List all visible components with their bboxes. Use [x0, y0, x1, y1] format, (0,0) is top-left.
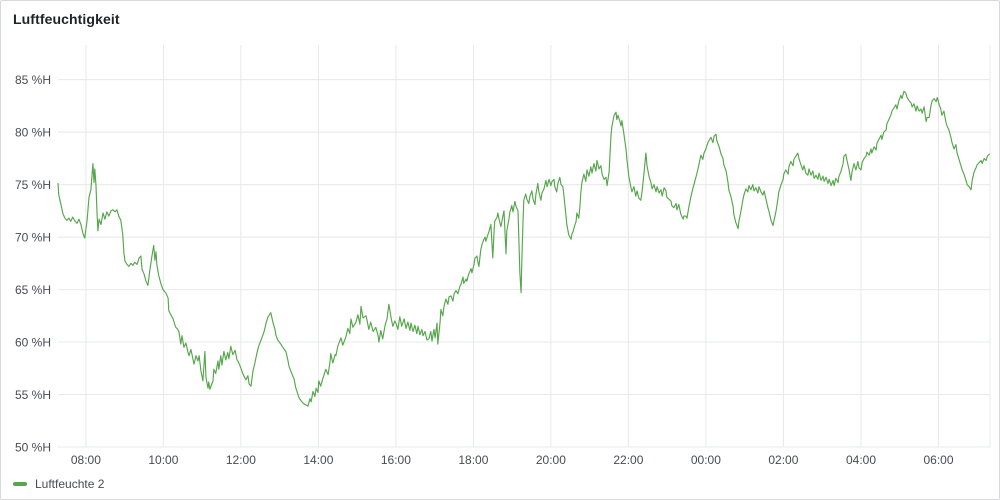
x-tick-label: 18:00 [458, 453, 488, 467]
x-tick-label: 20:00 [536, 453, 566, 467]
x-tick-label: 02:00 [768, 453, 798, 467]
y-tick-label: 65 %H [15, 283, 51, 297]
x-tick-label: 10:00 [148, 453, 178, 467]
x-tick-label: 00:00 [691, 453, 721, 467]
x-tick-label: 04:00 [846, 453, 876, 467]
y-tick-label: 75 %H [15, 178, 51, 192]
series-color-swatch-icon [13, 482, 27, 486]
y-tick-label: 85 %H [15, 73, 51, 87]
x-tick-label: 08:00 [71, 453, 101, 467]
x-tick-label: 12:00 [226, 453, 256, 467]
grid: 50 %H 55 %H 60 %H 65 %H 70 %H 75 %H 80 %H 85 %H… [15, 45, 991, 467]
y-tick-label: 80 %H [15, 126, 51, 140]
y-tick-label: 60 %H [15, 336, 51, 350]
y-tick-label: 70 %H [15, 231, 51, 245]
legend-item-luftfeuchte-2[interactable]: Luftfeuchte 2 [13, 476, 104, 492]
y-tick-label: 50 %H [15, 441, 51, 455]
series-line-luftfeuchte-2[interactable] [57, 90, 990, 407]
panel-title[interactable]: Luftfeuchtigkeit [13, 11, 120, 27]
x-tick-label: 06:00 [923, 453, 953, 467]
legend-series-label: Luftfeuchte 2 [35, 477, 105, 491]
x-tick-label: 14:00 [303, 453, 333, 467]
legend: Luftfeuchte 2 [13, 476, 104, 492]
x-tick-label: 22:00 [613, 453, 643, 467]
y-tick-label: 55 %H [15, 388, 51, 402]
x-tick-label: 16:00 [381, 453, 411, 467]
